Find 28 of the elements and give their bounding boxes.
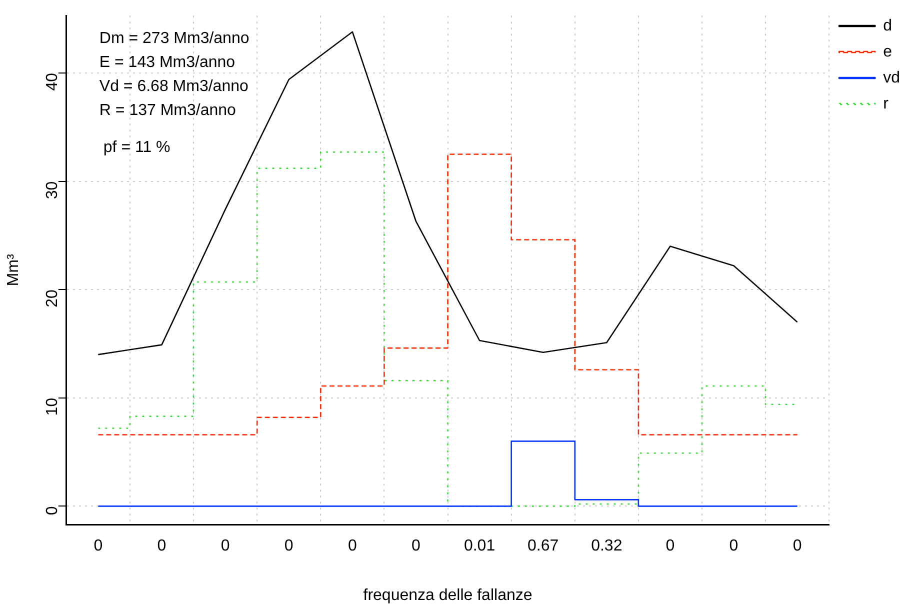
y-tick-label: 20 (44, 289, 61, 308)
x-tick-label: 0.01 (464, 538, 496, 555)
y-tick-label: 40 (44, 72, 61, 91)
x-tick-label: 0.67 (528, 538, 559, 555)
annotation: R = 137 Mm3/anno (99, 102, 236, 120)
x-tick-label: 0 (666, 538, 675, 555)
legend-label: e (883, 43, 892, 60)
x-tick-label: 0 (157, 538, 166, 555)
x-tick-label: 0 (729, 538, 738, 555)
x-tick-label: 0 (220, 538, 230, 555)
x-tick-label: 0 (284, 538, 294, 555)
legend-label: d (883, 17, 892, 34)
x-tick-label: 0.32 (591, 538, 622, 555)
annotation: Vd = 6.68 Mm3/anno (99, 78, 248, 96)
x-tick-label: 0 (94, 538, 103, 555)
x-axis-title: frequenza delle fallanze (363, 586, 532, 604)
annotation: E = 143 Mm3/anno (99, 54, 236, 72)
y-axis-title: Mm³ (5, 253, 22, 286)
y-tick-label: 0 (44, 506, 61, 516)
annotation: pf = 11 % (103, 139, 170, 156)
y-tick-label: 10 (44, 398, 61, 416)
x-tick-label: 0 (792, 538, 802, 555)
x-tick-label: 0 (412, 538, 421, 555)
legend-label: vd (883, 69, 900, 86)
y-tick-label: 30 (44, 181, 61, 200)
legend-label: r (883, 95, 890, 112)
x-tick-label: 0 (348, 538, 357, 555)
annotation: Dm = 273 Mm3/anno (99, 30, 250, 48)
